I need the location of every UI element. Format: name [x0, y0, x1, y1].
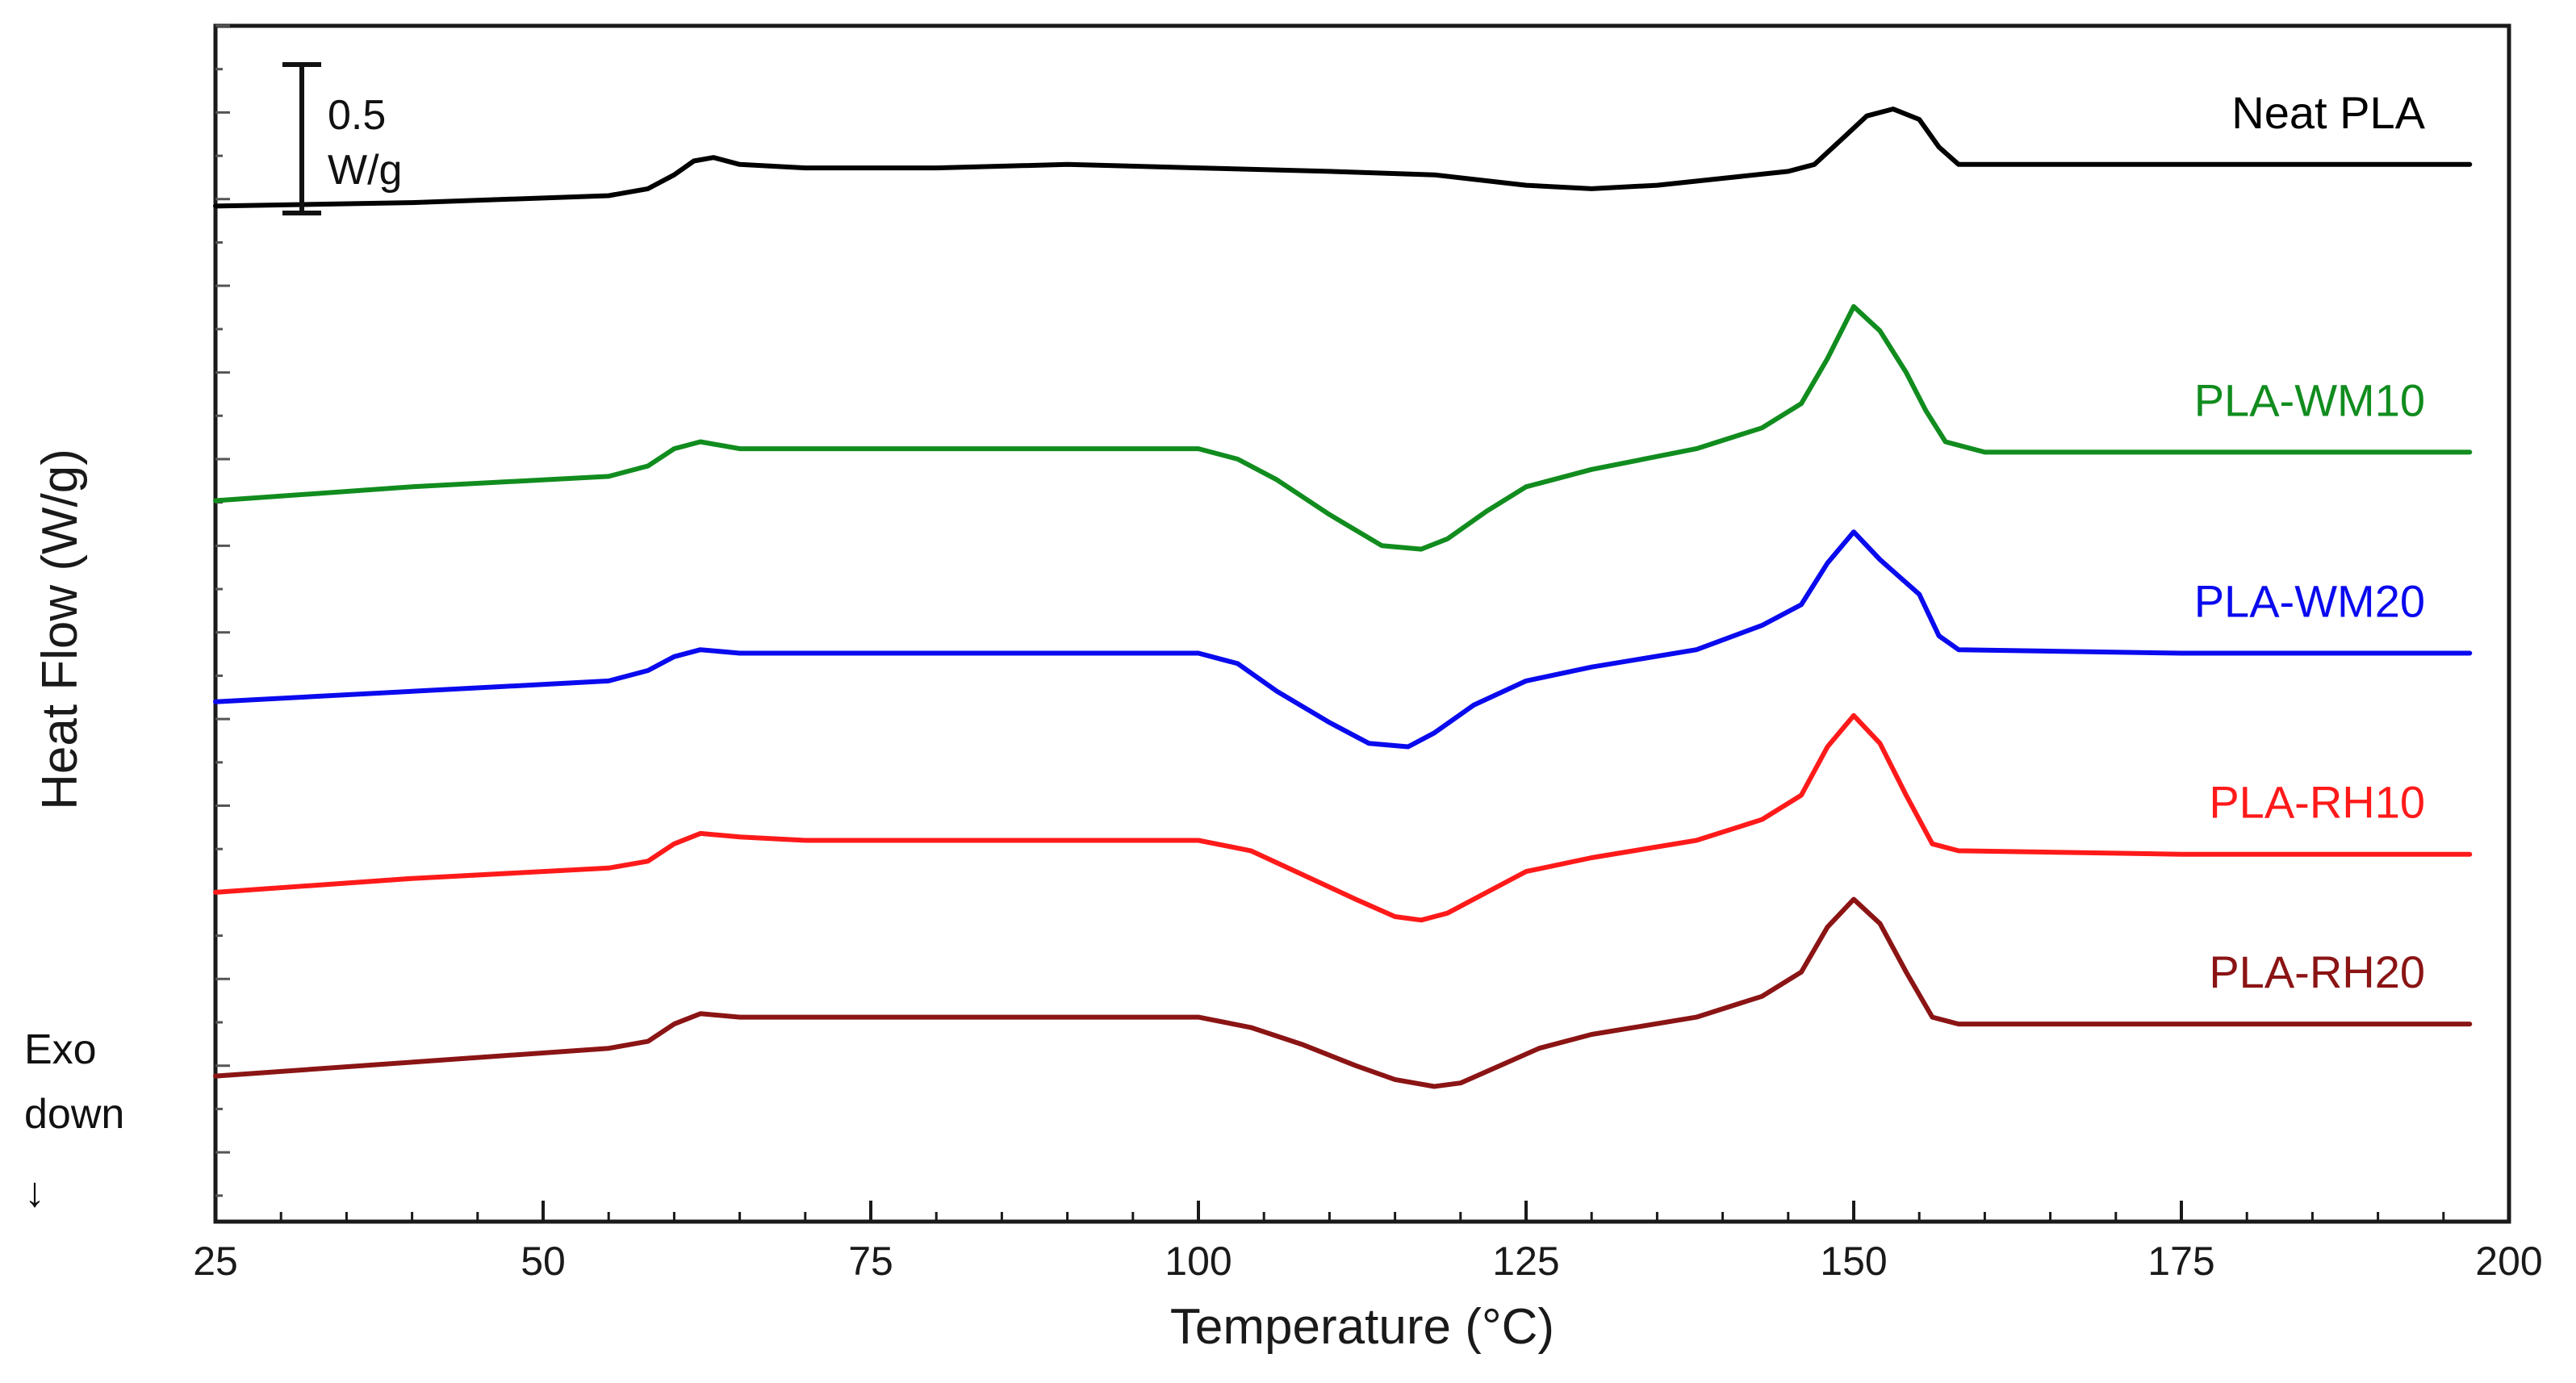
x-tick-label: 125	[1492, 1239, 1559, 1284]
series-line-neat-pla	[213, 107, 2473, 209]
series-label: PLA-WM20	[2194, 576, 2425, 627]
y-axis-ticks	[215, 24, 230, 1197]
series-label: PLA-RH10	[2209, 777, 2425, 828]
x-tick-label: 100	[1165, 1239, 1232, 1284]
x-tick-label: 25	[193, 1239, 238, 1284]
scale-bar: 0.5 W/g	[282, 62, 402, 215]
plot-frame	[213, 23, 2511, 1224]
scale-bar-unit: W/g	[328, 147, 402, 194]
y-axis-title: Heat Flow (W/g)	[32, 449, 88, 810]
series-label: PLA-WM10	[2194, 374, 2425, 425]
down-arrow-icon: ↓	[24, 1169, 45, 1216]
series-line-pla-wm10	[213, 303, 2473, 552]
x-axis-ticks: 25 50 75 100 125 150 175 200	[193, 1201, 2543, 1284]
series-curves	[213, 107, 2473, 1089]
series-label: PLA-RH20	[2209, 946, 2425, 997]
x-tick-label: 175	[2147, 1239, 2214, 1284]
series-line-pla-rh20	[213, 896, 2473, 1089]
series-label: Neat PLA	[2231, 87, 2425, 138]
x-tick-label: 75	[848, 1239, 893, 1284]
series-line-pla-wm20	[213, 529, 2473, 750]
x-tick-label: 50	[521, 1239, 566, 1284]
series-line-pla-rh10	[213, 712, 2473, 923]
series-labels: Neat PLA PLA-WM10 PLA-WM20 PLA-RH10 PLA-RH20	[2194, 87, 2426, 997]
x-tick-label: 200	[2475, 1239, 2542, 1284]
exo-label: Exo	[24, 1026, 97, 1073]
x-axis-title: Temperature (°C)	[1170, 1299, 1554, 1355]
scale-bar-value: 0.5	[328, 92, 386, 139]
down-label: down	[24, 1091, 124, 1138]
x-tick-label: 150	[1820, 1239, 1887, 1284]
exo-annotation: Exo down ↓	[24, 1026, 124, 1216]
